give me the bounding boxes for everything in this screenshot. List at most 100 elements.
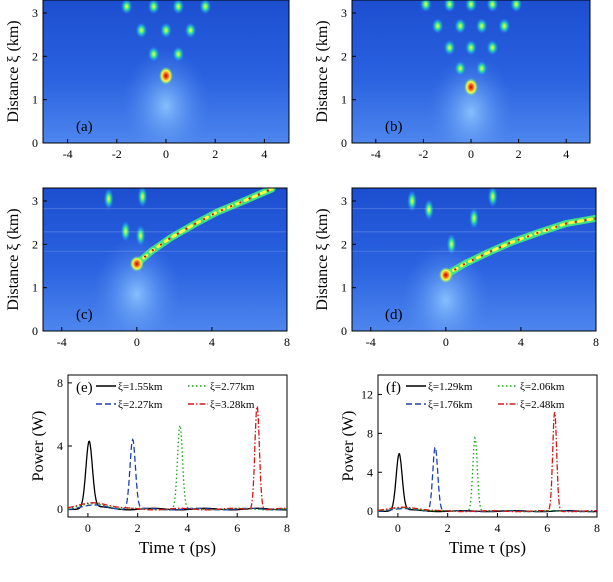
y-tick-label: 0	[367, 504, 373, 518]
x-tick-label: -4	[366, 335, 376, 349]
x-tick-label: 4	[518, 335, 524, 349]
x-tick-label: 0	[395, 521, 401, 535]
panel-label: (d)	[385, 307, 403, 323]
hotspot	[454, 60, 467, 77]
x-tick-label: 2	[135, 521, 141, 535]
y-tick-label: 3	[32, 6, 38, 20]
hotspot	[147, 0, 160, 15]
hotspot	[120, 0, 133, 15]
y-tick-label: 0	[341, 324, 347, 338]
plot-frame	[42, 187, 288, 332]
soliton-trajectory-core	[135, 188, 274, 266]
x-tick-label: -2	[418, 147, 428, 161]
x-tick-label: 6	[234, 521, 240, 535]
hotspot	[199, 0, 212, 15]
y-tick-label: 1	[341, 93, 347, 107]
side-branch	[446, 233, 457, 256]
x-tick-label: 2	[212, 147, 218, 161]
hotspot	[454, 18, 467, 34]
y-tick-label: 2	[341, 49, 347, 63]
y-tick-label: 0	[57, 502, 63, 516]
panel-label: (e)	[76, 380, 93, 396]
legend-entry: ξ=3.28km	[210, 399, 255, 411]
x-tick-label: 0	[443, 335, 449, 349]
series-line-2	[378, 446, 597, 513]
hotspot	[443, 39, 456, 56]
hotspot	[160, 22, 172, 39]
y-tick-label: 3	[341, 194, 347, 208]
background-glow	[121, 48, 211, 143]
x-tick-label: 8	[284, 335, 290, 349]
soliton-trajectory-peaks	[445, 217, 596, 276]
series-line-3	[378, 436, 597, 513]
side-branch	[407, 190, 418, 212]
x-tick-label: 4	[209, 335, 215, 349]
hotspot	[431, 18, 444, 34]
y-tick-label: 12	[361, 387, 373, 401]
side-branch	[469, 207, 479, 230]
line-panel-2: 0 2 4 6 8 0 4 8 12 (f) Power (W) Time τ (ps) ξ=1.29k…	[340, 374, 600, 557]
series-line-1	[378, 452, 597, 513]
plot-frame	[377, 374, 598, 518]
x-tick-label: 4	[261, 147, 267, 161]
hotspot	[172, 0, 185, 15]
legend-entry: ξ=1.76km	[428, 399, 473, 411]
hotspot	[486, 0, 499, 13]
y-tick-label: 4	[367, 465, 373, 479]
side-branch	[487, 188, 498, 208]
x-tick-label: 8	[284, 521, 290, 535]
heatmap-panel-2: -4 -2 0 2 4 0 1 2 3 (b) Distance ξ (km)	[314, 0, 591, 161]
y-axis-label: Power (W)	[340, 411, 357, 482]
y-axis-label: Distance ξ (km)	[314, 20, 331, 122]
legend-entry: ξ=2.48km	[520, 399, 565, 411]
x-tick-label: 0	[163, 147, 169, 161]
hotspot	[172, 46, 185, 63]
side-branch	[120, 220, 131, 243]
panel-label: (a)	[76, 119, 93, 135]
x-tick-label: 4	[563, 147, 569, 161]
plot-frame	[351, 187, 597, 332]
x-tick-label: 0	[85, 521, 91, 535]
series-line-4	[68, 405, 287, 511]
hotspot	[465, 0, 477, 13]
hotspot	[147, 46, 160, 63]
hotspot	[475, 18, 488, 34]
y-tick-label: 3	[341, 6, 347, 20]
x-tick-label: 2	[445, 521, 451, 535]
origin-peak	[438, 267, 453, 284]
legend-entry: ξ=1.55km	[118, 381, 163, 393]
y-tick-label: 1	[341, 281, 347, 295]
x-tick-label: 8	[594, 521, 600, 535]
side-branch	[137, 188, 148, 208]
side-branch	[135, 224, 146, 247]
series-line-4	[378, 412, 597, 513]
y-tick-label: 1	[32, 93, 38, 107]
y-tick-label: 0	[341, 136, 347, 150]
legend-entry: ξ=1.29km	[428, 381, 473, 393]
heatmap-panel-3: -4 0 4 8 0 1 2 3 (c) Distance ξ (km)	[5, 187, 290, 349]
x-tick-label: 2	[516, 147, 522, 161]
y-axis-label: Power (W)	[30, 411, 47, 482]
y-axis-label: Distance ξ (km)	[314, 208, 331, 310]
x-tick-label: -4	[371, 147, 381, 161]
y-axis-label: Distance ξ (km)	[5, 20, 22, 122]
hotspot	[498, 18, 511, 34]
side-branch	[423, 198, 434, 221]
y-tick-label: 0	[32, 136, 38, 150]
series-line-3	[68, 424, 287, 511]
y-tick-label: 2	[341, 237, 347, 251]
hotspot	[443, 0, 456, 13]
hotspot	[464, 78, 478, 97]
panel-label: (f)	[386, 380, 401, 396]
y-tick-label: 0	[32, 324, 38, 338]
hotspot	[475, 60, 488, 77]
hotspot	[419, 0, 432, 13]
line-panel-1: 0 2 4 6 8 0 4 8 (e) Power (W) Time τ (ps) ξ=1.55km ξ…	[30, 374, 290, 557]
heatmap-panel-1: -4 -2 0 2 4 0 1 2 3 (a) Distance ξ (km)	[5, 0, 290, 161]
panel-label: (c)	[76, 307, 93, 323]
origin-peak	[129, 255, 144, 272]
heatmap-panel-4: -4 0 4 8 0 1 2 3 (d) Distance ξ (km)	[314, 187, 599, 349]
y-tick-label: 4	[57, 439, 63, 453]
y-tick-label: 1	[32, 281, 38, 295]
